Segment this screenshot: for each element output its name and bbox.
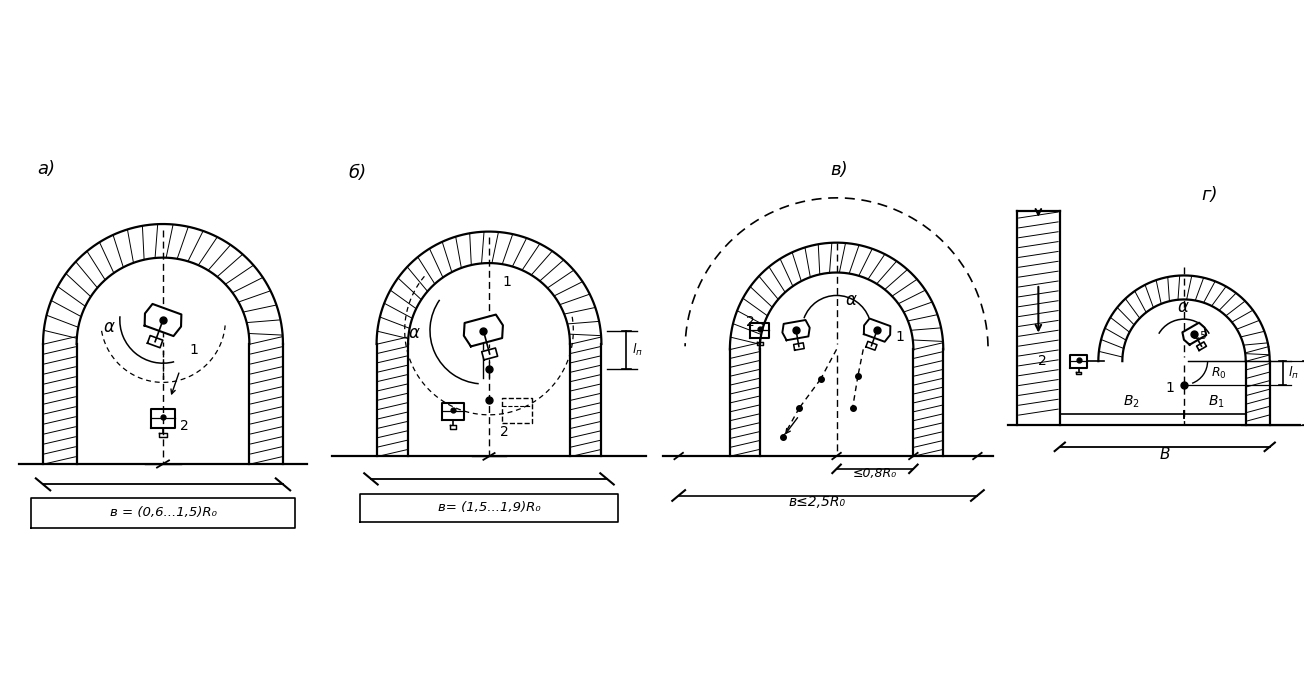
Polygon shape [377,344,408,456]
Text: 1: 1 [1166,381,1174,395]
Polygon shape [863,319,891,342]
Text: $l_п$: $l_п$ [1288,365,1299,381]
Text: в≤2,5R₀: в≤2,5R₀ [789,495,846,509]
Text: 1: 1 [189,343,198,356]
Polygon shape [43,224,283,344]
Text: в): в) [831,162,848,180]
Polygon shape [1197,342,1206,350]
Text: 0,5: 0,5 [1191,331,1206,341]
Polygon shape [782,320,810,341]
Text: г): г) [1201,186,1218,204]
Polygon shape [145,304,181,336]
Polygon shape [360,493,618,522]
Text: 1: 1 [502,275,511,288]
Text: ≤0,8R₀: ≤0,8R₀ [853,467,897,480]
Text: б): б) [348,164,366,182]
Text: $B_2$: $B_2$ [1123,394,1140,410]
Text: в= (1,5...1,9)R₀: в= (1,5...1,9)R₀ [438,501,540,514]
Text: 2: 2 [746,315,755,329]
Text: $B$: $B$ [1159,446,1171,462]
Text: 2: 2 [180,420,189,433]
Polygon shape [1098,275,1270,361]
Text: α: α [1178,299,1188,316]
Polygon shape [31,497,295,528]
Text: а): а) [37,160,55,178]
Text: в = (0,6...1,5)R₀: в = (0,6...1,5)R₀ [110,506,216,519]
Polygon shape [481,348,498,360]
Text: α: α [845,290,857,308]
Polygon shape [464,314,503,347]
Text: $R_0$: $R_0$ [1211,365,1227,380]
Text: 1: 1 [896,330,904,344]
Polygon shape [147,336,163,347]
Text: $B_1$: $B_1$ [1209,394,1224,410]
Text: 2: 2 [1038,354,1047,368]
Text: α: α [408,324,419,343]
Polygon shape [249,344,283,464]
Polygon shape [377,232,601,344]
Text: α: α [103,318,113,336]
Polygon shape [866,341,878,350]
Polygon shape [1017,211,1060,425]
Polygon shape [730,350,760,456]
Polygon shape [1245,361,1270,425]
Text: $l_п$: $l_п$ [631,341,643,358]
Polygon shape [794,343,805,350]
Polygon shape [913,350,943,456]
Polygon shape [1183,323,1206,345]
Polygon shape [730,243,943,350]
Polygon shape [43,344,77,464]
Text: 2: 2 [501,425,509,439]
Polygon shape [570,344,601,456]
